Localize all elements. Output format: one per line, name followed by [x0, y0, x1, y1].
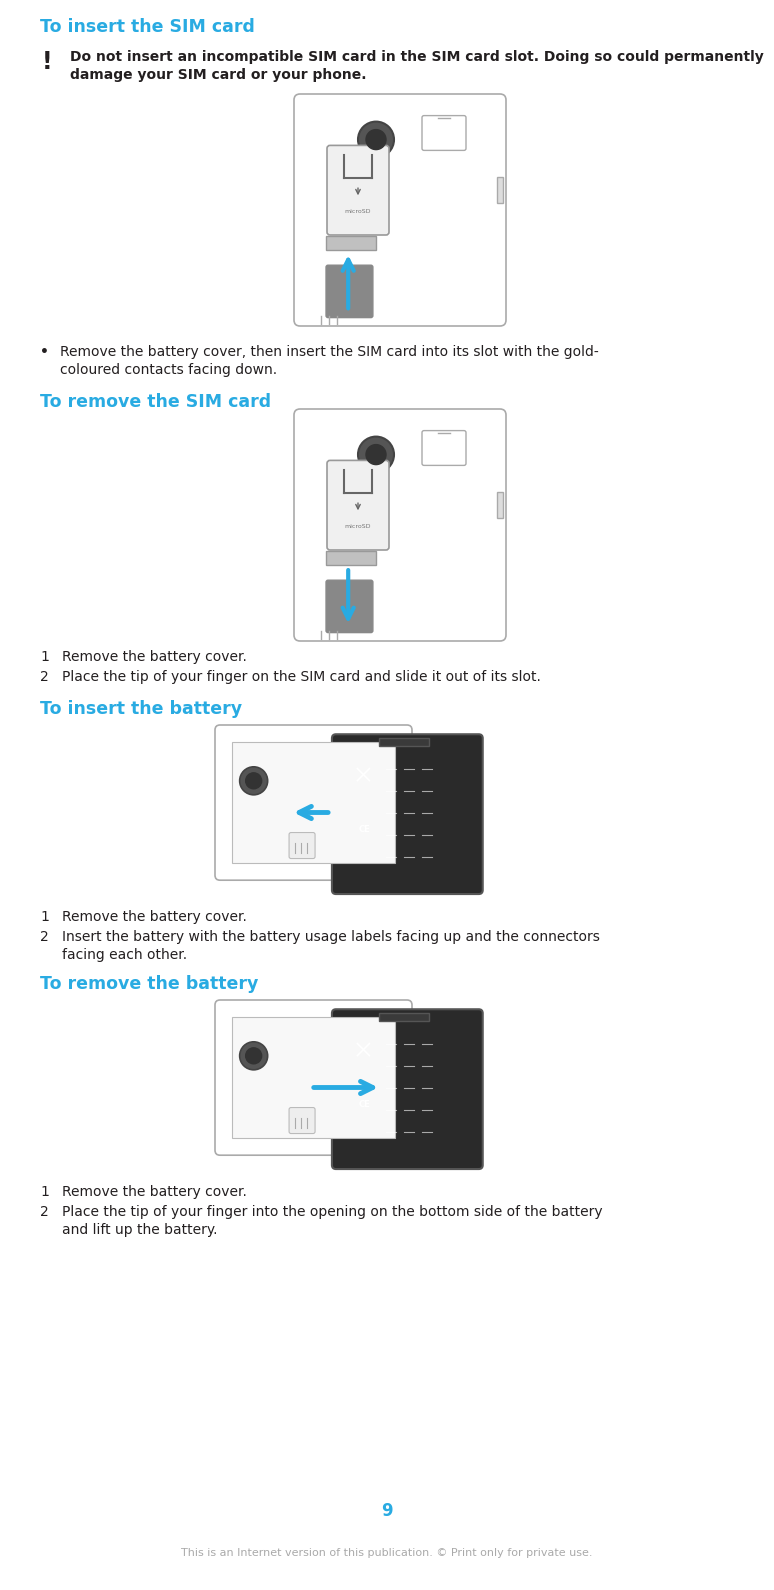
Text: facing each other.: facing each other. [62, 948, 187, 962]
Text: CE: CE [358, 1100, 371, 1108]
Text: Remove the battery cover.: Remove the battery cover. [62, 909, 247, 924]
Text: CE: CE [358, 825, 371, 833]
Text: To insert the SIM card: To insert the SIM card [40, 17, 255, 37]
FancyBboxPatch shape [215, 1000, 412, 1156]
FancyBboxPatch shape [294, 409, 506, 641]
FancyBboxPatch shape [332, 1010, 483, 1169]
Text: coloured contacts facing down.: coloured contacts facing down. [60, 363, 277, 377]
Text: This is an Internet version of this publication. © Print only for private use.: This is an Internet version of this publ… [181, 1549, 593, 1558]
Text: Remove the battery cover.: Remove the battery cover. [62, 650, 247, 665]
Text: 2: 2 [40, 669, 49, 684]
Text: Place the tip of your finger into the opening on the bottom side of the battery: Place the tip of your finger into the op… [62, 1205, 603, 1220]
Text: To insert the battery: To insert the battery [40, 700, 242, 719]
FancyBboxPatch shape [327, 461, 389, 550]
Text: Place the tip of your finger on the SIM card and slide it out of its slot.: Place the tip of your finger on the SIM … [62, 669, 541, 684]
Circle shape [358, 121, 394, 157]
FancyBboxPatch shape [215, 725, 412, 881]
FancyBboxPatch shape [332, 735, 483, 894]
Text: 1: 1 [40, 1185, 49, 1199]
Text: 2: 2 [40, 930, 49, 944]
Circle shape [245, 773, 262, 789]
Circle shape [366, 445, 386, 464]
Text: Remove the battery cover.: Remove the battery cover. [62, 1185, 247, 1199]
Text: 1: 1 [40, 909, 49, 924]
FancyBboxPatch shape [289, 1108, 315, 1134]
Text: 9: 9 [381, 1503, 393, 1520]
Circle shape [245, 1048, 262, 1064]
FancyBboxPatch shape [422, 431, 466, 466]
Bar [497, 176, 503, 204]
Text: To remove the SIM card: To remove the SIM card [40, 393, 271, 410]
Text: Remove the battery cover, then insert the SIM card into its slot with the gold-: Remove the battery cover, then insert th… [60, 345, 599, 359]
Circle shape [366, 130, 386, 149]
FancyBboxPatch shape [327, 145, 389, 235]
Bar [326, 552, 376, 566]
FancyBboxPatch shape [294, 94, 506, 326]
Text: 2: 2 [40, 1205, 49, 1220]
Text: microSD: microSD [344, 523, 372, 528]
Circle shape [358, 437, 394, 472]
Bar [378, 1013, 429, 1021]
Text: •: • [40, 345, 49, 359]
Text: damage your SIM card or your phone.: damage your SIM card or your phone. [70, 68, 367, 83]
Bar [326, 237, 376, 250]
FancyBboxPatch shape [326, 580, 373, 633]
Text: Do not insert an incompatible SIM card in the SIM card slot. Doing so could perm: Do not insert an incompatible SIM card i… [70, 49, 764, 64]
Text: Insert the battery with the battery usage labels facing up and the connectors: Insert the battery with the battery usag… [62, 930, 600, 944]
Bar [497, 491, 503, 518]
Text: and lift up the battery.: and lift up the battery. [62, 1223, 217, 1237]
FancyBboxPatch shape [326, 266, 373, 318]
Bar [378, 738, 429, 746]
Text: microSD: microSD [344, 208, 372, 213]
Text: 1: 1 [40, 650, 49, 665]
Text: To remove the battery: To remove the battery [40, 975, 259, 994]
FancyBboxPatch shape [289, 833, 315, 859]
Text: !: ! [42, 49, 53, 75]
Circle shape [240, 766, 268, 795]
Circle shape [240, 1041, 268, 1070]
Bar [232, 1018, 395, 1138]
Bar [232, 743, 395, 863]
FancyBboxPatch shape [422, 116, 466, 151]
